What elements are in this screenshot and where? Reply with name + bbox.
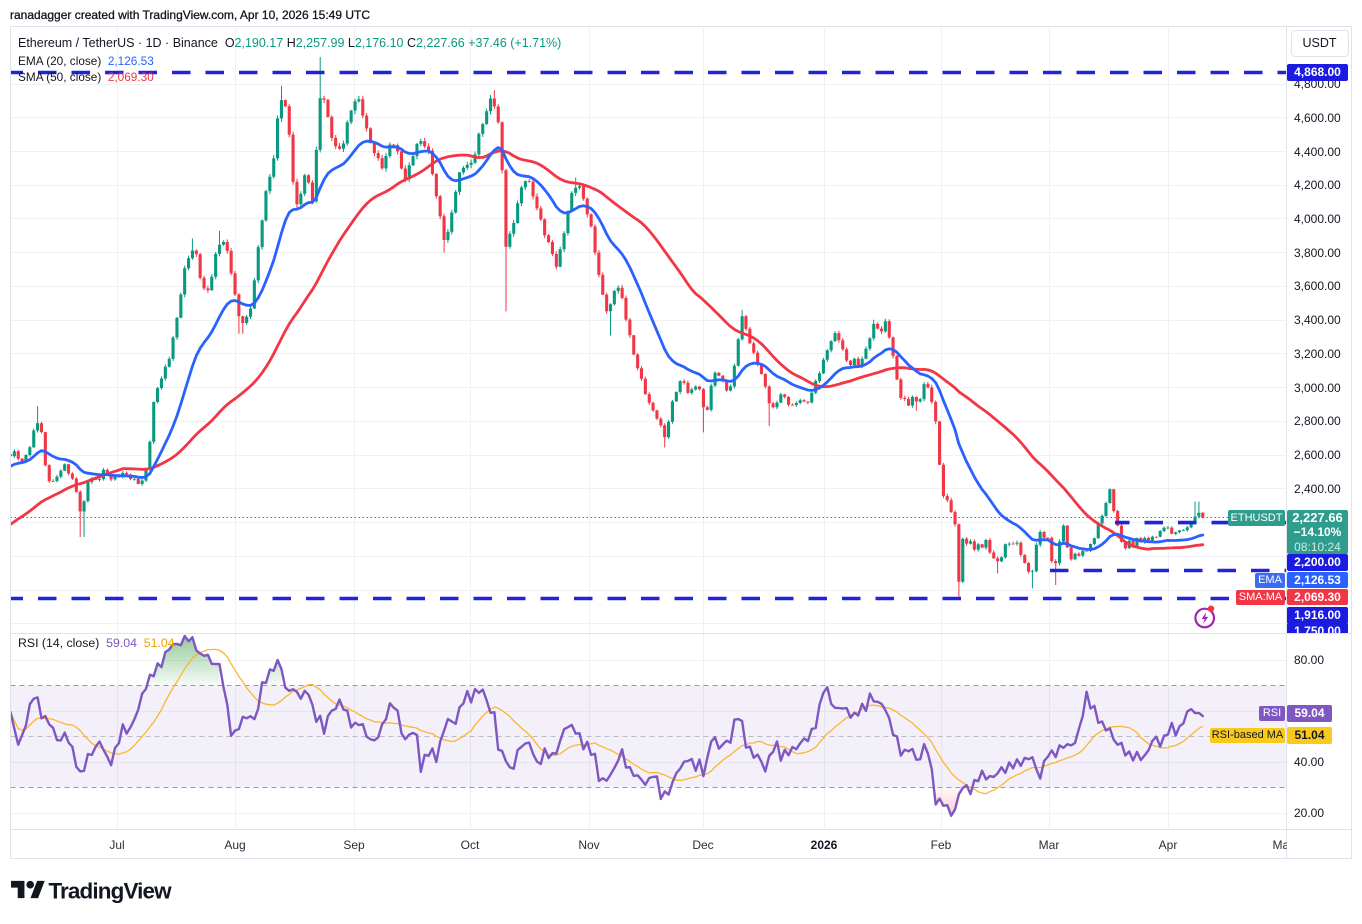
- svg-text:TradingView: TradingView: [48, 878, 172, 903]
